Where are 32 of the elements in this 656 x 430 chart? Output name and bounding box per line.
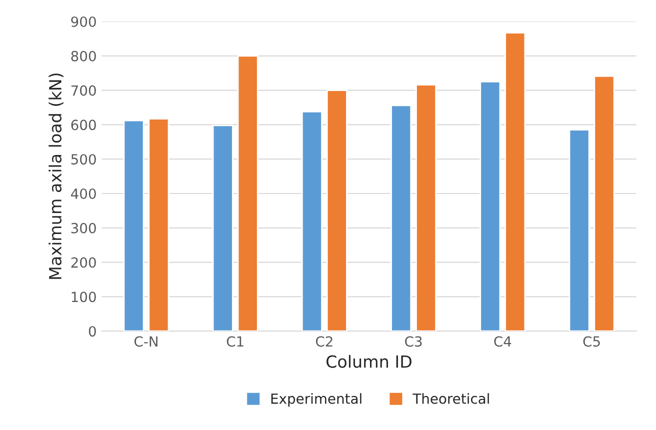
- bar: [301, 110, 322, 332]
- y-tick-label: 500: [71, 154, 96, 165]
- y-tick-label: 100: [72, 292, 96, 302]
- x-tick-label: C1: [226, 336, 244, 347]
- x-tick-label: C3: [405, 336, 422, 347]
- bar: [594, 76, 615, 332]
- y-tick-label: 400: [70, 188, 96, 199]
- x-tick-label: C-N: [134, 336, 158, 347]
- x-tick-label: C5: [583, 336, 600, 347]
- bar: [212, 124, 234, 332]
- y-tick-label: 900: [71, 16, 96, 27]
- bar: [237, 55, 258, 332]
- y-tick-label: 800: [71, 50, 96, 62]
- y-tick-label: 0: [88, 326, 96, 337]
- y-tick-label: 200: [71, 257, 96, 268]
- bar: [480, 81, 501, 332]
- bar: [148, 118, 170, 332]
- legend-label: Experimental: [271, 393, 362, 407]
- bar: [504, 32, 526, 332]
- y-tick-label: 600: [71, 120, 96, 130]
- bar: [568, 129, 590, 332]
- bar: [123, 120, 144, 332]
- bar: [326, 90, 348, 332]
- x-axis-title: Column ID: [326, 354, 412, 368]
- y-axis-title: Maximum axila load (kN): [48, 74, 64, 279]
- bar: [416, 84, 437, 332]
- x-tick-label: C4: [494, 336, 512, 347]
- bar: [390, 104, 412, 332]
- y-tick-label: 700: [71, 85, 96, 96]
- y-tick-label: 300: [71, 222, 96, 234]
- x-tick-label: C2: [316, 336, 332, 347]
- legend-label: Theoretical: [412, 393, 489, 404]
